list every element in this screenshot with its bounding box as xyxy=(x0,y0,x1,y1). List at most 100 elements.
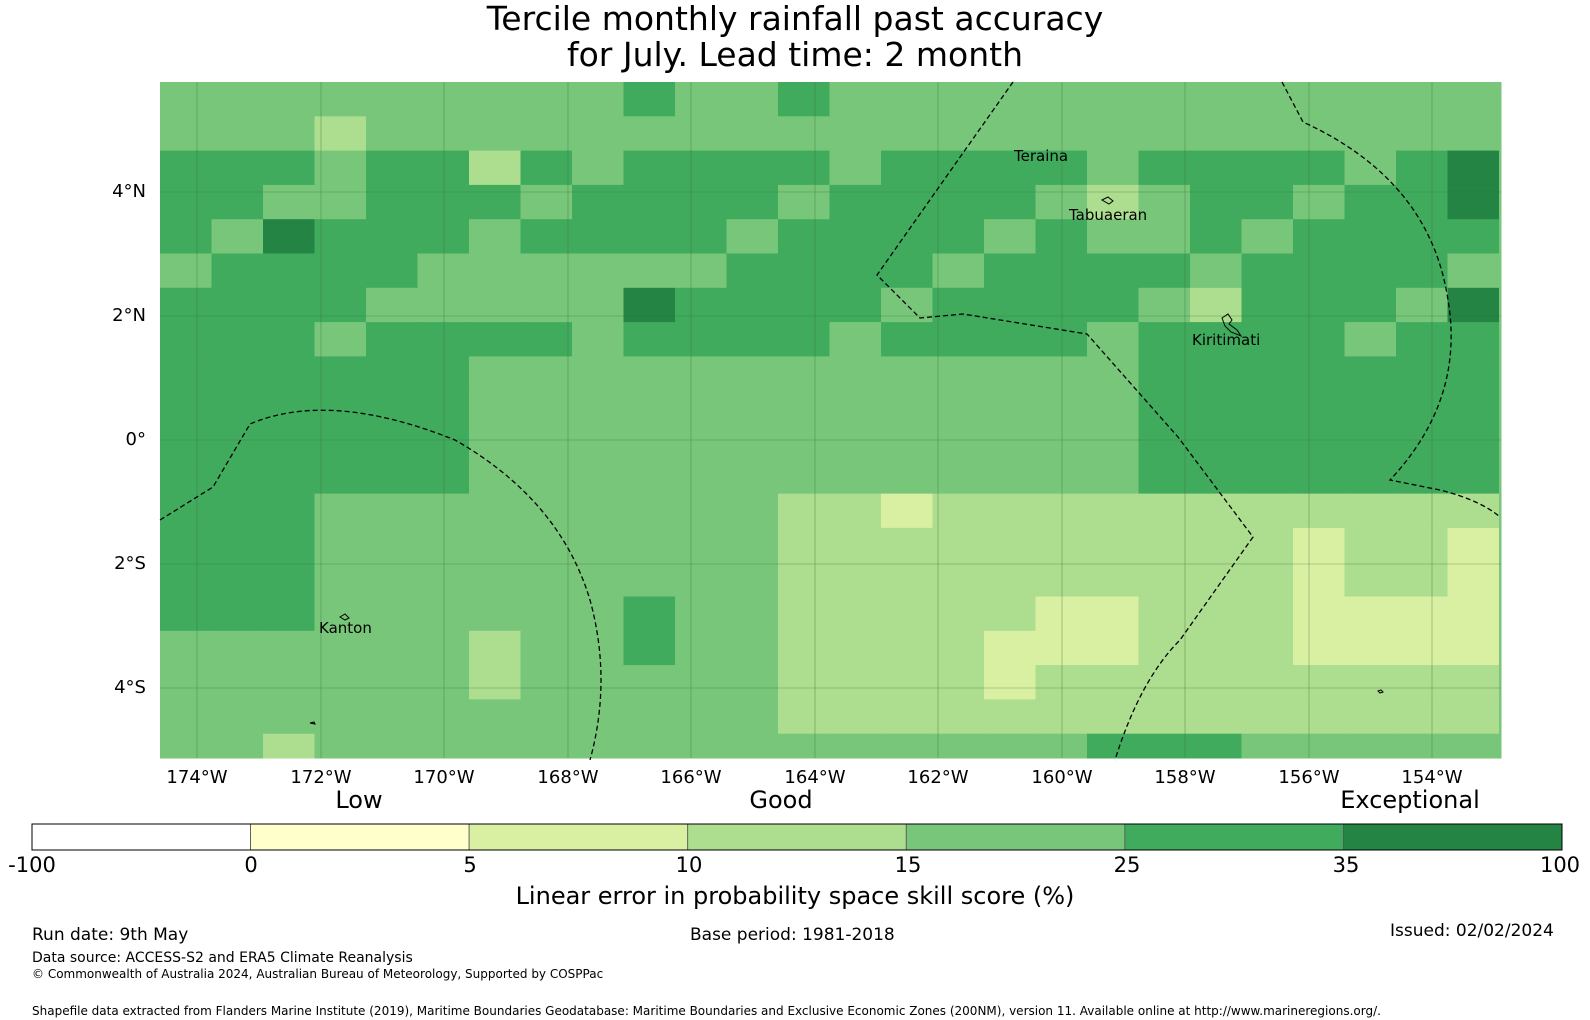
skill-cell xyxy=(984,322,1036,357)
skill-cell xyxy=(1241,425,1294,460)
chart-title-line1: Tercile monthly rainfall past accuracy xyxy=(486,0,1104,38)
legend-category-exceptional: Exceptional xyxy=(1340,786,1480,814)
skill-cell xyxy=(1138,665,1191,700)
skill-cell xyxy=(1035,356,1088,392)
lat-label-4n: 4°N xyxy=(112,181,146,202)
skill-cell xyxy=(829,219,882,254)
skill-cell xyxy=(1190,733,1242,759)
skill-cell xyxy=(263,665,315,700)
skill-cell xyxy=(1344,459,1397,495)
lon-label-156w: 156°W xyxy=(1278,767,1340,788)
skill-cell xyxy=(1190,459,1242,495)
skill-cell xyxy=(726,527,779,563)
skill-cell xyxy=(1190,322,1242,357)
skill-cell xyxy=(417,150,470,186)
skill-cell xyxy=(932,527,985,563)
skill-cell xyxy=(726,356,779,392)
skill-cell xyxy=(881,287,933,323)
lon-label-162w: 162°W xyxy=(907,767,969,788)
skill-cell xyxy=(1293,116,1345,152)
skill-cell xyxy=(1293,493,1345,529)
skill-cell xyxy=(1293,287,1345,323)
skill-cell xyxy=(572,253,624,289)
skill-cell xyxy=(417,665,470,700)
skill-cell xyxy=(469,630,521,666)
skill-cell xyxy=(1035,733,1088,759)
skill-cell xyxy=(881,665,933,700)
island-kanton xyxy=(339,613,350,621)
skill-cell xyxy=(1499,596,1502,632)
skill-cell xyxy=(1087,733,1139,759)
skill-cell xyxy=(1087,665,1139,700)
skill-cell xyxy=(675,82,727,117)
colorbar-tick-label: 100 xyxy=(1539,853,1581,877)
skill-cell xyxy=(623,630,676,666)
skill-cell xyxy=(211,562,264,597)
skill-cell xyxy=(314,459,367,495)
place-labels: Teraina Tabuaeran Kiritimati Kanton xyxy=(319,147,1260,637)
skill-cell xyxy=(263,184,315,220)
skill-cell xyxy=(1396,425,1448,460)
skill-cell xyxy=(366,699,418,735)
skill-cell xyxy=(1447,562,1500,597)
skill-cell xyxy=(984,630,1036,666)
skill-cell xyxy=(417,82,470,117)
skill-cell xyxy=(211,82,264,117)
skill-cell xyxy=(520,630,573,666)
skill-cell xyxy=(211,253,264,289)
skill-cell xyxy=(263,356,315,392)
skill-cell xyxy=(726,733,779,759)
skill-cell xyxy=(314,733,367,759)
skill-cell xyxy=(726,219,779,254)
skill-cell xyxy=(1447,733,1500,759)
skill-cell xyxy=(1344,150,1397,186)
skill-cell xyxy=(1087,116,1139,152)
skill-cell xyxy=(1396,82,1448,117)
skill-cell xyxy=(469,527,521,563)
skill-cell xyxy=(1087,150,1139,186)
skill-cell xyxy=(417,459,470,495)
skill-cell xyxy=(1241,733,1294,759)
skill-cell xyxy=(1396,356,1448,392)
skill-cell xyxy=(417,322,470,357)
skill-cell xyxy=(366,356,418,392)
skill-cell xyxy=(1241,493,1294,529)
skill-cell xyxy=(314,699,367,735)
skill-cell xyxy=(211,699,264,735)
skill-cell xyxy=(623,287,676,323)
lat-label-2n: 2°N xyxy=(112,305,146,326)
skill-cell xyxy=(675,253,727,289)
skill-cell xyxy=(984,116,1036,152)
skill-cell xyxy=(211,733,264,759)
skill-cell xyxy=(417,699,470,735)
skill-cell xyxy=(572,630,624,666)
skill-cell xyxy=(984,390,1036,426)
skill-cell xyxy=(366,150,418,186)
skill-cell xyxy=(1138,356,1191,392)
skill-cell xyxy=(1344,184,1397,220)
colorbar-segment xyxy=(250,823,470,851)
skill-cell xyxy=(211,184,264,220)
skill-cell xyxy=(1138,82,1191,117)
skill-cell xyxy=(469,425,521,460)
skill-cell xyxy=(984,219,1036,254)
skill-cell xyxy=(417,527,470,563)
skill-cell xyxy=(417,630,470,666)
skill-cell xyxy=(623,116,676,152)
skill-cell xyxy=(263,459,315,495)
skill-cell xyxy=(675,459,727,495)
skill-cell xyxy=(572,184,624,220)
skill-cell xyxy=(263,150,315,186)
skill-cell xyxy=(1087,390,1139,426)
skill-cell xyxy=(520,733,573,759)
skill-cell xyxy=(829,150,882,186)
skill-cell xyxy=(366,322,418,357)
skill-cell xyxy=(1035,184,1088,220)
skill-cell xyxy=(1293,82,1345,117)
skill-cell xyxy=(469,184,521,220)
skill-cell xyxy=(1447,665,1500,700)
skill-cell xyxy=(675,150,727,186)
skill-cell xyxy=(314,493,367,529)
skill-cell xyxy=(1344,287,1397,323)
